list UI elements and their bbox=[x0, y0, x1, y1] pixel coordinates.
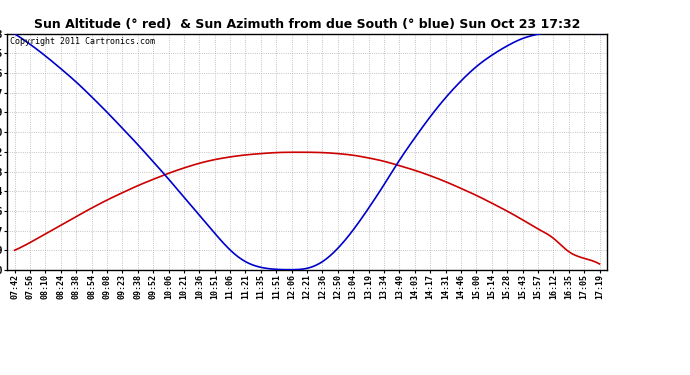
Text: Copyright 2011 Cartronics.com: Copyright 2011 Cartronics.com bbox=[10, 37, 155, 46]
Title: Sun Altitude (° red)  & Sun Azimuth from due South (° blue) Sun Oct 23 17:32: Sun Altitude (° red) & Sun Azimuth from … bbox=[34, 18, 580, 31]
